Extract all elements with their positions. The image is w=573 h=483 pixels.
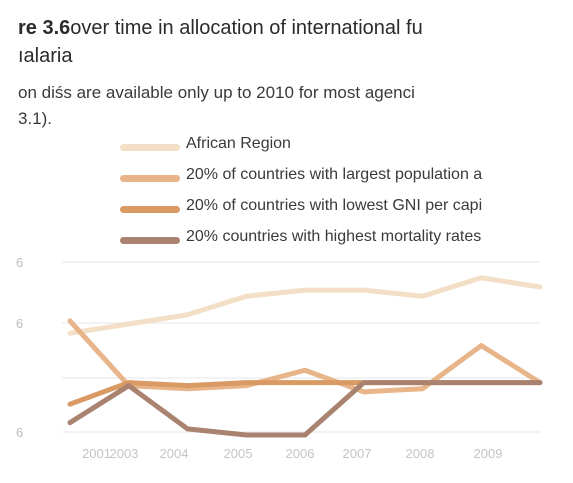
figure-note-line-2: 3.1). [18,109,53,128]
legend-swatch [120,237,180,244]
figure-number: re 3.6 [18,17,71,39]
x-tick-label: 2001 [82,446,111,461]
legend-swatch [120,175,180,182]
x-tick-label: 2006 [286,446,315,461]
legend-label: 20% of countries with largest population… [186,166,483,183]
y-tick-label: 6 [16,316,23,331]
chart-gridlines [62,261,540,433]
legend-label: 20% of countries with lowest GNI per cap… [186,197,483,214]
legend-label: 20% countries with highest mortality rat… [186,228,482,245]
legend-label: African Region [186,135,291,152]
x-tick-label: 2004 [160,446,189,461]
legend-swatch [120,144,180,151]
y-tick-label: 6 [16,255,23,270]
figure-title-line-1: re 3.6over time in allocation of interna… [18,16,423,40]
series-line [67,275,543,336]
x-tick-label: 2007 [343,446,372,461]
x-tick-label: 2009 [474,446,503,461]
series-line [67,318,543,395]
figure-title-line-2: ıalaria [18,45,73,67]
legend-swatch [120,206,180,213]
y-tick-label: 6 [16,425,23,440]
figure-note-line-1: on diśs are available only up to 2010 f… [18,83,415,102]
x-tick-label: 2003 [110,446,139,461]
x-tick-label: 2008 [406,446,435,461]
series-line [67,380,543,438]
x-tick-label: 2005 [224,446,253,461]
chart-series [67,275,543,438]
y-axis-ticks: 6 6 6 [16,255,23,440]
figure-title-text: over time in allocation of international… [70,17,423,39]
